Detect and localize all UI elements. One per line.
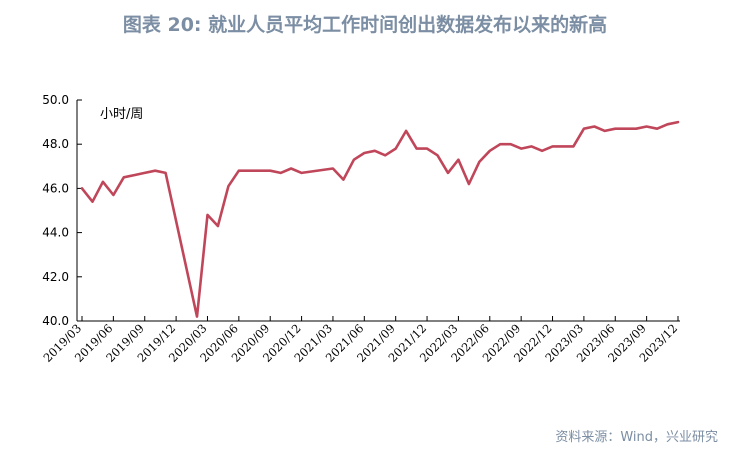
y-tick-label: 40.0 <box>42 314 69 328</box>
y-axis-ticks: 40.0 42.0 44.0 46.0 48.0 50.0 <box>42 93 82 328</box>
source-note: 资料来源：Wind，兴业研究 <box>555 430 718 445</box>
chart-axes <box>76 100 680 322</box>
y-tick-label: 42.0 <box>42 270 69 284</box>
plot-series <box>80 120 680 318</box>
y-tick-label: 46.0 <box>42 181 69 195</box>
y-tick-label: 48.0 <box>42 137 69 151</box>
figure-title: 图表 20: 就业人员平均工作时间创出数据发布以来的新高 <box>122 14 608 36</box>
series-line <box>80 120 680 318</box>
unit-label: 小时/周 <box>100 107 143 122</box>
line-chart: 40.0 42.0 44.0 46.0 48.0 50.0 2019/032019/062… <box>40 93 680 365</box>
y-tick-label: 44.0 <box>42 226 69 240</box>
x-axis-ticks: 2019/032019/062019/092019/122020/032020/… <box>40 316 680 365</box>
y-tick-label: 50.0 <box>42 93 69 107</box>
